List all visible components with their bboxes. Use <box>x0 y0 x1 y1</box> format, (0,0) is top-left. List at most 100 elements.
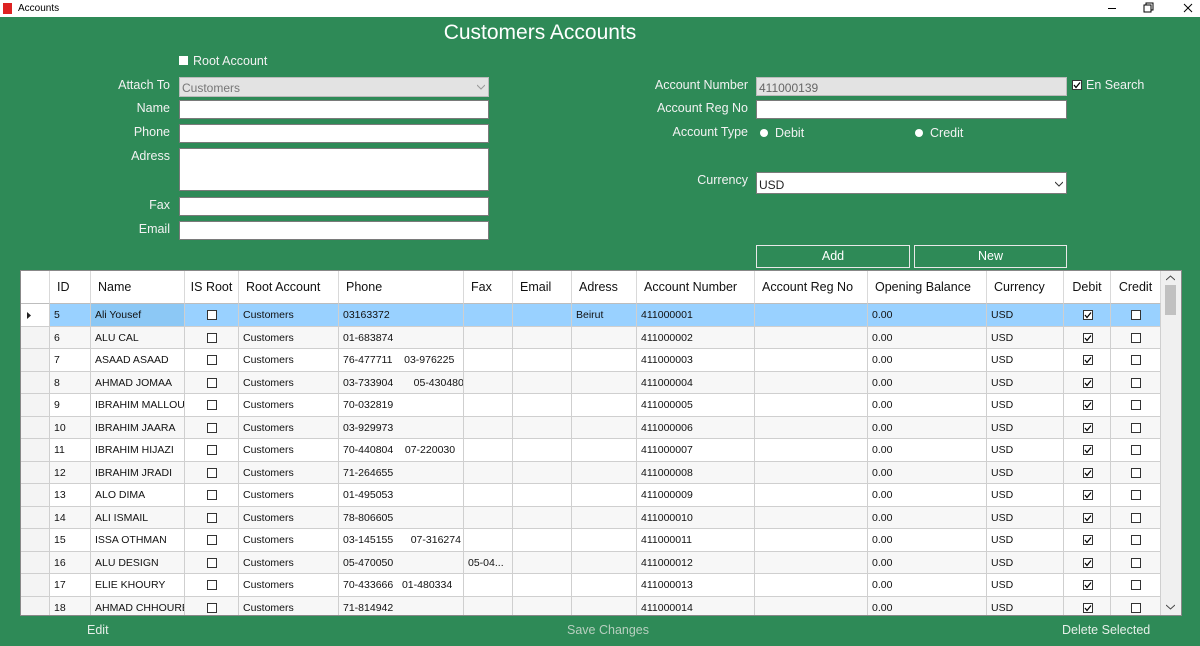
checkbox[interactable] <box>207 310 217 320</box>
table-cell[interactable]: 0.00 <box>868 394 987 417</box>
table-cell[interactable]: Customers <box>239 529 339 552</box>
table-cell[interactable]: Customers <box>239 484 339 507</box>
row-header[interactable] <box>21 529 50 552</box>
column-header[interactable]: Currency <box>987 271 1064 304</box>
table-cell[interactable]: 0.00 <box>868 551 987 574</box>
table-cell[interactable] <box>755 551 868 574</box>
column-header[interactable]: Phone <box>339 271 464 304</box>
table-cell[interactable]: Customers <box>239 551 339 574</box>
table-cell[interactable] <box>513 596 572 615</box>
table-cell[interactable]: Customers <box>239 394 339 417</box>
checkbox-cell[interactable] <box>185 439 239 462</box>
checked-checkbox[interactable] <box>1082 445 1093 455</box>
row-header[interactable] <box>21 574 50 597</box>
table-cell[interactable]: 11 <box>50 439 91 462</box>
table-cell[interactable]: 5 <box>50 304 91 327</box>
table-cell[interactable]: 78-806605 <box>339 506 464 529</box>
scroll-thumb[interactable] <box>1165 285 1176 315</box>
row-header[interactable] <box>21 596 50 615</box>
checkbox-cell[interactable] <box>1064 326 1111 349</box>
column-header[interactable]: Debit <box>1064 271 1111 304</box>
table-cell[interactable]: USD <box>987 551 1064 574</box>
checkbox-cell[interactable] <box>1064 461 1111 484</box>
table-cell[interactable]: 0.00 <box>868 439 987 462</box>
row-header[interactable] <box>21 349 50 372</box>
checkbox-cell[interactable] <box>185 506 239 529</box>
table-cell[interactable]: 411000001 <box>637 304 755 327</box>
table-cell[interactable] <box>464 484 513 507</box>
table-cell[interactable]: 03-145155 07-316274 <box>339 529 464 552</box>
column-header[interactable]: Email <box>513 271 572 304</box>
table-cell[interactable] <box>572 416 637 439</box>
phone-input[interactable] <box>179 124 489 143</box>
table-cell[interactable] <box>513 551 572 574</box>
checkbox-cell[interactable] <box>1111 416 1161 439</box>
column-header[interactable]: Name <box>91 271 185 304</box>
checkbox[interactable] <box>207 332 217 343</box>
row-header[interactable] <box>21 371 50 394</box>
debit-radio[interactable] <box>760 129 768 137</box>
table-cell[interactable]: 411000002 <box>637 326 755 349</box>
checkbox-cell[interactable] <box>1064 574 1111 597</box>
table-cell[interactable]: USD <box>987 304 1064 327</box>
checkbox-cell[interactable] <box>185 574 239 597</box>
checkbox[interactable] <box>207 467 217 478</box>
checkbox[interactable] <box>207 557 217 568</box>
table-cell[interactable]: 411000006 <box>637 416 755 439</box>
table-cell[interactable] <box>572 506 637 529</box>
table-cell[interactable] <box>464 574 513 597</box>
checkbox-cell[interactable] <box>1111 529 1161 552</box>
table-cell[interactable] <box>464 304 513 327</box>
table-cell[interactable]: 411000013 <box>637 574 755 597</box>
table-cell[interactable]: 15 <box>50 529 91 552</box>
table-cell[interactable]: 70-433666 01-480334 <box>339 574 464 597</box>
table-cell[interactable]: IBRAHIM JAARA <box>91 416 185 439</box>
checkbox[interactable] <box>1131 580 1141 590</box>
fax-input[interactable] <box>179 197 489 216</box>
new-button[interactable]: New <box>914 245 1067 268</box>
table-cell[interactable]: 0.00 <box>868 461 987 484</box>
table-cell[interactable] <box>513 461 572 484</box>
table-cell[interactable] <box>464 596 513 615</box>
table-cell[interactable]: AHMAD JOMAA <box>91 371 185 394</box>
table-cell[interactable]: Customers <box>239 506 339 529</box>
table-cell[interactable]: USD <box>987 326 1064 349</box>
table-cell[interactable]: USD <box>987 416 1064 439</box>
row-header[interactable] <box>21 416 50 439</box>
table-cell[interactable]: 0.00 <box>868 326 987 349</box>
table-cell[interactable] <box>513 394 572 417</box>
checkbox[interactable] <box>207 400 217 410</box>
table-cell[interactable]: Customers <box>239 416 339 439</box>
row-header[interactable] <box>21 394 50 417</box>
table-cell[interactable]: 411000007 <box>637 439 755 462</box>
table-cell[interactable]: 01-683874 <box>339 326 464 349</box>
account-number-input[interactable]: 411000139 <box>756 77 1067 96</box>
scrollbar[interactable] <box>1160 271 1181 615</box>
row-header[interactable] <box>21 461 50 484</box>
en-search-checkbox[interactable] <box>1072 80 1082 90</box>
table-cell[interactable]: 03163372 <box>339 304 464 327</box>
checkbox-cell[interactable] <box>185 304 239 327</box>
table-cell[interactable] <box>572 551 637 574</box>
checkbox-cell[interactable] <box>1111 326 1161 349</box>
table-cell[interactable]: 411000005 <box>637 394 755 417</box>
table-cell[interactable] <box>572 439 637 462</box>
table-cell[interactable]: ISSA OTHMAN <box>91 529 185 552</box>
table-cell[interactable]: IBRAHIM HIJAZI <box>91 439 185 462</box>
table-cell[interactable] <box>464 529 513 552</box>
table-cell[interactable]: 8 <box>50 371 91 394</box>
checkbox-cell[interactable] <box>1111 506 1161 529</box>
checkbox-cell[interactable] <box>185 461 239 484</box>
table-cell[interactable]: 411000014 <box>637 596 755 615</box>
table-cell[interactable] <box>572 371 637 394</box>
table-cell[interactable]: USD <box>987 349 1064 372</box>
row-header[interactable] <box>21 506 50 529</box>
checkbox-cell[interactable] <box>1111 484 1161 507</box>
table-cell[interactable] <box>755 326 868 349</box>
checked-checkbox[interactable] <box>1082 602 1093 613</box>
table-cell[interactable] <box>755 439 868 462</box>
checkbox[interactable] <box>1131 355 1141 365</box>
table-cell[interactable]: 71-814942 <box>339 596 464 615</box>
table-cell[interactable]: 12 <box>50 461 91 484</box>
table-cell[interactable]: Customers <box>239 596 339 615</box>
